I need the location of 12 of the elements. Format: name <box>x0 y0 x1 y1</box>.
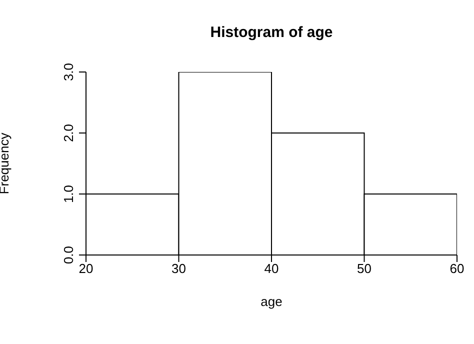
y-tick-label: 2.0 <box>61 124 76 142</box>
x-tick-label: 60 <box>450 261 464 276</box>
x-tick-label: 30 <box>172 261 186 276</box>
x-axis-title: age <box>260 294 282 309</box>
y-tick-label: 1.0 <box>61 184 76 204</box>
x-tick-label: 50 <box>357 261 372 276</box>
y-axis-title: Frequency <box>0 132 12 194</box>
chart-title: Histogram of age <box>209 24 334 41</box>
x-tick-label: 20 <box>78 261 94 276</box>
y-tick-label: 0.0 <box>61 246 76 264</box>
y-tick-label: 3.0 <box>61 62 76 82</box>
x-tick-label: 40 <box>264 261 279 276</box>
